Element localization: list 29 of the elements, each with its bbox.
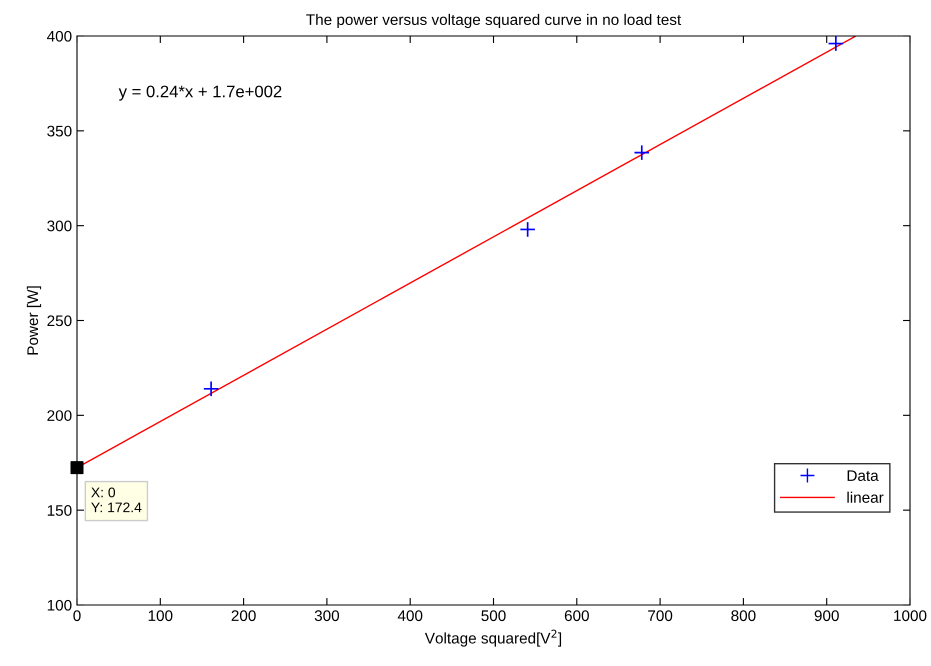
x-tick-label: 200	[232, 610, 256, 622]
point	[828, 36, 844, 52]
x-tick-label: 1000	[894, 610, 926, 622]
point	[202, 380, 220, 397]
x-tick-label: 400	[398, 610, 422, 622]
x-tick-label: 100	[148, 610, 172, 622]
y-tick-label: 350	[47, 126, 72, 137]
point	[634, 144, 650, 161]
x-tick-label: 900	[814, 610, 839, 622]
annotation: y = 0.24*x + 1.7e+002	[118, 86, 282, 101]
y-tick-label: 250	[47, 315, 72, 326]
x-axis-title: Voltage squared[V$^{2}$]	[424, 630, 562, 647]
annotation: X: 0 Y: 172.4	[91, 487, 142, 512]
x-tick-label: 700	[648, 610, 672, 622]
legend-label: linear	[847, 492, 884, 503]
y-tick-label: 400	[47, 30, 72, 42]
x-tick-label: 0	[73, 610, 81, 622]
y-tick-label: 100	[48, 600, 72, 611]
y-axis-title: Power [W]	[26, 286, 42, 354]
legend-label: Data	[848, 470, 879, 481]
x-tick-label: 800	[731, 610, 756, 622]
point	[520, 221, 536, 238]
y-tick-label: 150	[48, 505, 72, 516]
chart-title: The power versus voltage squared curve in no load test	[306, 14, 682, 28]
y-tick-label: 200	[47, 410, 72, 422]
x-tick-label: 300	[314, 610, 340, 622]
y-tick-label: 300	[47, 220, 72, 232]
x-tick-label: 500	[481, 610, 506, 622]
x-tick-label: 600	[564, 610, 589, 622]
